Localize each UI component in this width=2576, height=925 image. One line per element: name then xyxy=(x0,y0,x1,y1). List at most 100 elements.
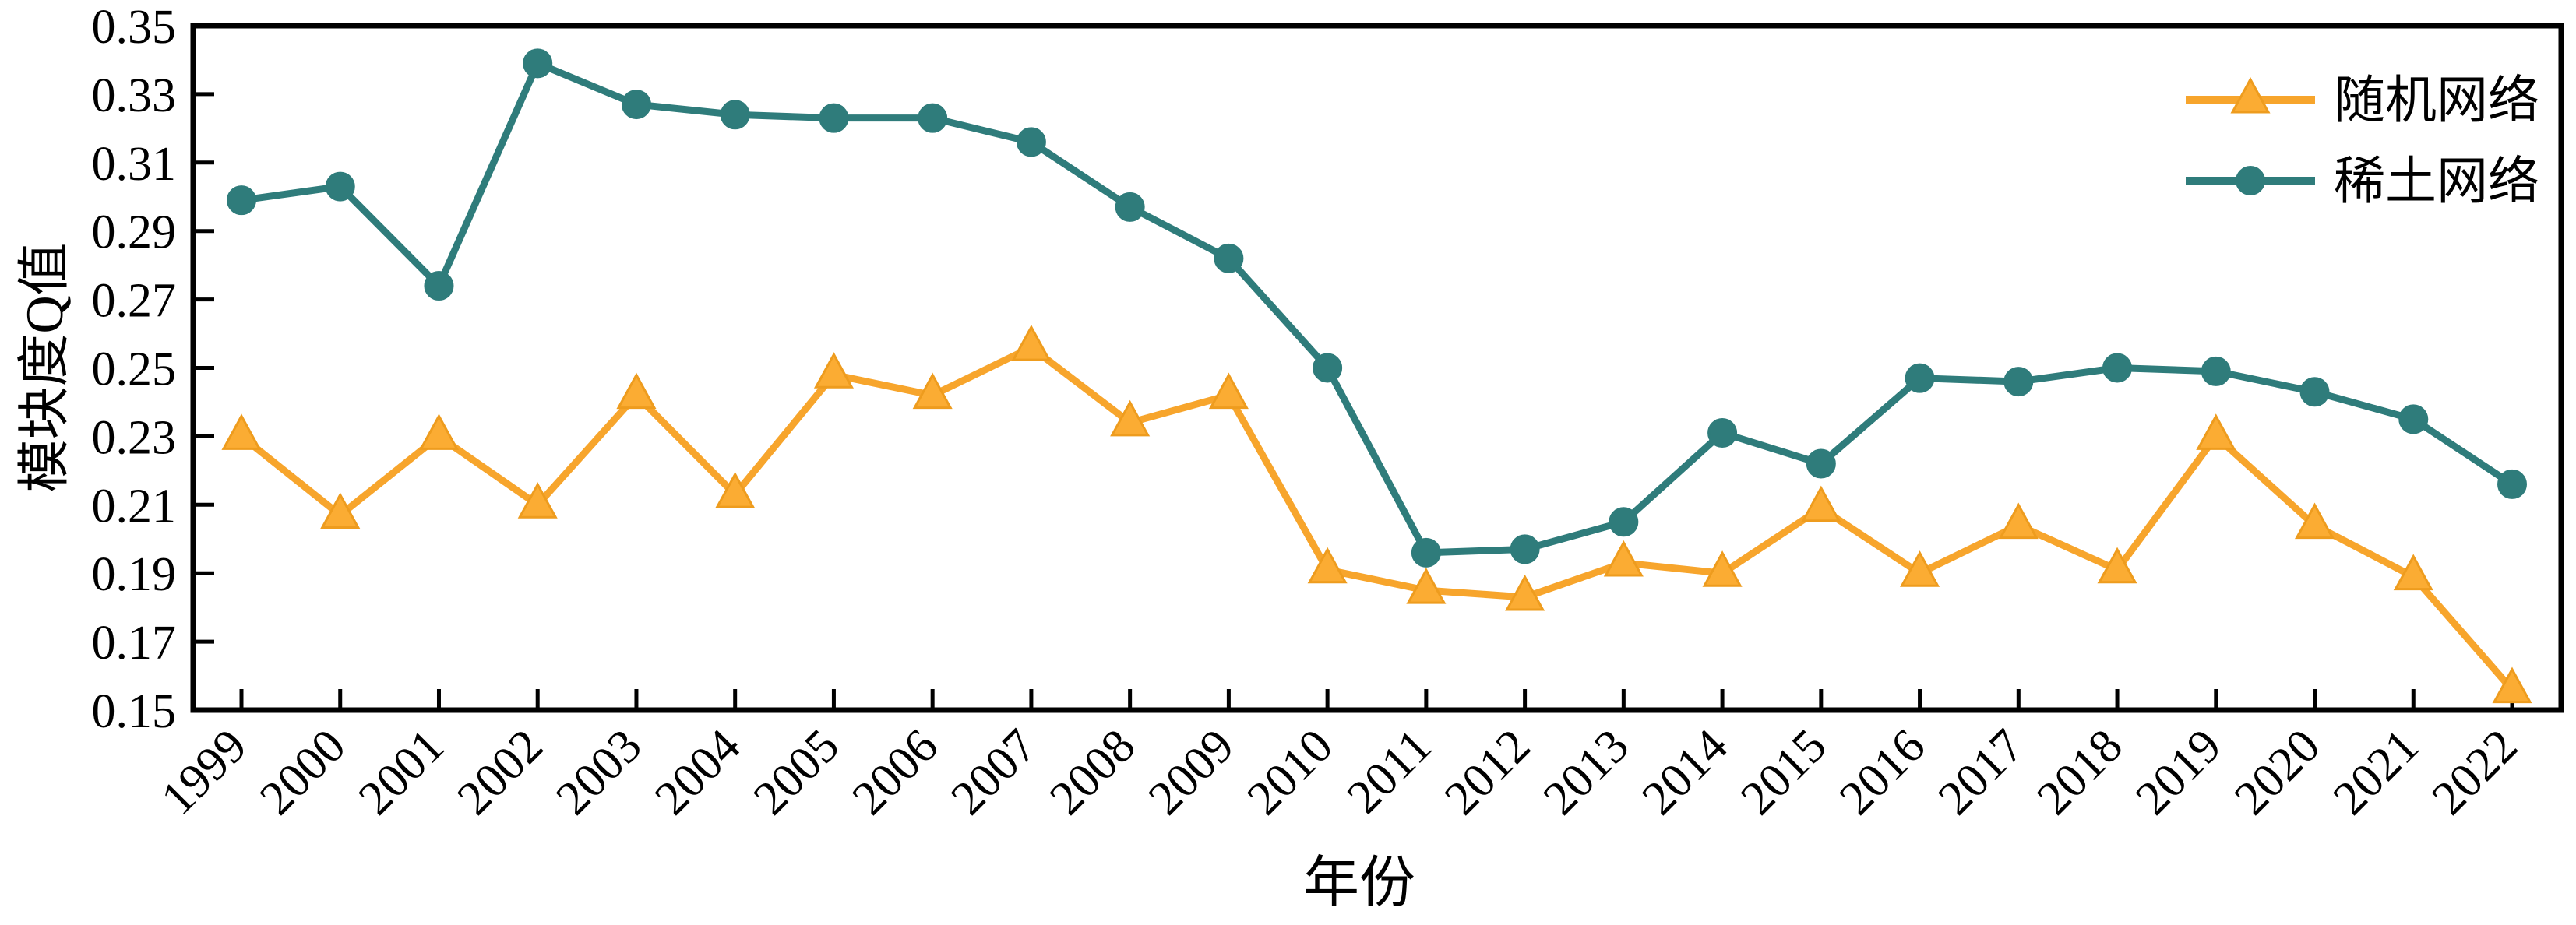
data-point-circle xyxy=(2398,404,2429,434)
axes-layer: 0.35 0.33 0.31 0.29 0.27 0.25 0.23 0.21 0.19 0.17… xyxy=(92,1,2564,825)
y-tick-label: 0.25 xyxy=(92,343,177,396)
data-point-circle xyxy=(918,103,948,133)
data-point-triangle xyxy=(320,492,361,529)
x-tick-label-2011: 2011 xyxy=(1337,719,1442,824)
data-point-triangle xyxy=(715,471,756,508)
x-tick-label-2004: 2004 xyxy=(645,719,751,825)
x-tick-label-2013: 2013 xyxy=(1533,719,1639,825)
x-tick-label-2002: 2002 xyxy=(447,719,553,825)
x-tick-label-2017: 2017 xyxy=(1928,719,2034,825)
data-point-circle xyxy=(1707,418,1738,448)
x-tick-label-2007: 2007 xyxy=(941,719,1047,825)
data-point-triangle xyxy=(616,372,657,410)
data-point-circle xyxy=(2497,469,2527,499)
data-point-circle xyxy=(227,185,256,216)
data-point-triangle xyxy=(1208,372,1249,410)
data-point-circle xyxy=(621,90,651,120)
data-point-circle xyxy=(1214,243,1244,273)
data-point-triangle xyxy=(1011,325,1052,361)
x-tick-label-2010: 2010 xyxy=(1237,719,1343,825)
data-point-triangle xyxy=(418,413,460,450)
data-point-circle xyxy=(1411,537,1441,568)
legend-label: 稀土网络 xyxy=(2334,153,2539,210)
data-point-circle xyxy=(2236,166,2265,195)
data-point-circle xyxy=(1905,363,1935,393)
y-tick-label: 0.29 xyxy=(92,206,177,259)
data-point-triangle xyxy=(2393,554,2433,591)
data-point-triangle xyxy=(1505,574,1545,611)
data-point-triangle xyxy=(221,413,262,450)
legend-label: 随机网络 xyxy=(2334,72,2539,129)
data-point-triangle xyxy=(1406,568,1447,604)
x-tick-label-2001: 2001 xyxy=(349,719,455,825)
x-tick-label-2021: 2021 xyxy=(2323,719,2429,825)
y-tick-label: 0.31 xyxy=(92,138,177,191)
y-tick-label: 0.23 xyxy=(92,411,177,464)
plot-frame xyxy=(190,23,2564,713)
data-point-triangle xyxy=(1603,540,1644,577)
data-point-triangle xyxy=(1702,550,1743,587)
x-tick-label-2006: 2006 xyxy=(842,719,948,825)
x-tick-label-2019: 2019 xyxy=(2126,719,2232,825)
data-point-triangle xyxy=(1998,502,2039,540)
data-point-circle xyxy=(1510,534,1540,564)
x-tick-label-2014: 2014 xyxy=(1632,719,1738,825)
data-point-circle xyxy=(2201,356,2231,386)
data-point-circle xyxy=(720,100,750,130)
x-axis-title: 年份 xyxy=(1303,852,1415,914)
x-tick-label-2000: 2000 xyxy=(250,719,356,825)
x-tick-label-2008: 2008 xyxy=(1040,719,1146,825)
x-tick-label-2022: 2022 xyxy=(2422,719,2528,825)
series-0 xyxy=(221,325,2532,704)
x-tick-label-2018: 2018 xyxy=(2027,719,2133,825)
y-tick-label: 0.17 xyxy=(92,617,177,670)
data-point-triangle xyxy=(1307,547,1348,584)
series-line xyxy=(238,59,2516,557)
data-point-circle xyxy=(1609,507,1639,537)
data-point-triangle xyxy=(2230,76,2271,114)
data-point-triangle xyxy=(2196,413,2236,450)
legend-item-0: 随机网络 xyxy=(2186,72,2539,129)
data-point-circle xyxy=(424,271,454,301)
data-point-circle xyxy=(2299,377,2330,407)
data-point-triangle xyxy=(912,372,953,410)
data-point-circle xyxy=(1806,448,1836,479)
y-tick-label: 0.35 xyxy=(92,1,177,54)
x-tick-label-2015: 2015 xyxy=(1731,719,1837,825)
data-point-triangle xyxy=(2492,666,2532,704)
legend-item-1: 稀土网络 xyxy=(2186,153,2539,210)
data-point-triangle xyxy=(2097,547,2137,584)
x-tick-label-2003: 2003 xyxy=(546,719,652,825)
y-tick-label: 0.33 xyxy=(92,69,177,122)
data-point-triangle xyxy=(1900,550,1940,587)
data-point-circle xyxy=(523,48,553,79)
data-point-circle xyxy=(1313,353,1343,383)
data-point-circle xyxy=(2102,353,2133,383)
data-point-triangle xyxy=(517,482,558,519)
data-point-triangle xyxy=(813,352,854,389)
data-point-circle xyxy=(1115,192,1145,222)
data-point-triangle xyxy=(1110,399,1151,437)
y-tick-label: 0.27 xyxy=(92,275,177,328)
series-line xyxy=(238,343,2516,694)
x-tick-label-2005: 2005 xyxy=(744,719,850,825)
x-tick-label-2020: 2020 xyxy=(2225,719,2331,825)
data-point-circle xyxy=(325,171,355,202)
y-axis-title: 模块度Q值 xyxy=(15,242,74,492)
y-tick-label: 0.15 xyxy=(92,685,177,738)
x-tick-label-2012: 2012 xyxy=(1435,719,1541,825)
data-point-triangle xyxy=(1801,485,1841,522)
series-1 xyxy=(227,48,2527,568)
data-point-circle xyxy=(1016,127,1046,157)
y-tick-label: 0.21 xyxy=(92,480,177,533)
data-point-circle xyxy=(819,103,849,133)
y-tick-label: 0.19 xyxy=(92,548,177,601)
data-point-triangle xyxy=(2294,502,2335,540)
data-point-circle xyxy=(2003,367,2034,397)
series-layer xyxy=(221,48,2532,704)
x-tick-label-2016: 2016 xyxy=(1830,719,1936,825)
x-tick-label-2009: 2009 xyxy=(1139,719,1245,825)
